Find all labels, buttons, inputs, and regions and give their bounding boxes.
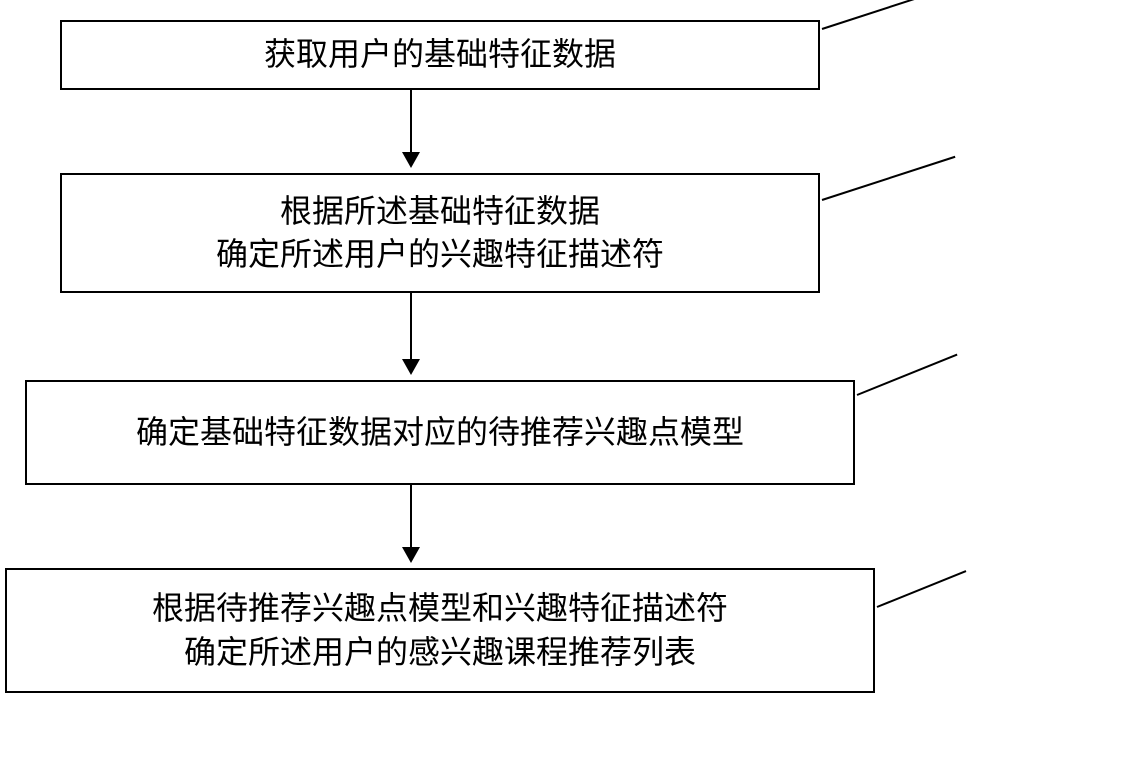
step-row: 根据待推荐兴趣点模型和兴趣特征描述符确定所述用户的感兴趣课程推荐列表S14 — [60, 568, 1070, 693]
arrow-row — [60, 485, 1070, 568]
step-row: 根据所述基础特征数据确定所述用户的兴趣特征描述符S12 — [60, 173, 1070, 293]
step-text-line: 获取用户的基础特征数据 — [264, 33, 616, 76]
step-box-s13: 确定基础特征数据对应的待推荐兴趣点模型 — [25, 380, 855, 485]
step-text-line: 根据待推荐兴趣点模型和兴趣特征描述符 — [152, 587, 728, 630]
flow-arrow — [400, 485, 422, 563]
lead-line — [877, 570, 967, 608]
flow-arrow — [400, 90, 422, 168]
step-box-s14: 根据待推荐兴趣点模型和兴趣特征描述符确定所述用户的感兴趣课程推荐列表 — [5, 568, 875, 693]
step-text-line: 确定所述用户的感兴趣课程推荐列表 — [184, 631, 696, 674]
arrow-row — [60, 293, 1070, 380]
lead-line — [822, 0, 956, 30]
step-box-s11: 获取用户的基础特征数据 — [60, 20, 820, 90]
arrow-row — [60, 90, 1070, 173]
step-row: 确定基础特征数据对应的待推荐兴趣点模型S13 — [60, 380, 1070, 485]
flow-arrow — [400, 293, 422, 375]
flowchart-container: 获取用户的基础特征数据S11 根据所述基础特征数据确定所述用户的兴趣特征描述符S1… — [60, 20, 1070, 693]
step-text-line: 确定所述用户的兴趣特征描述符 — [216, 233, 664, 276]
step-row: 获取用户的基础特征数据S11 — [60, 20, 1070, 90]
step-text-line: 确定基础特征数据对应的待推荐兴趣点模型 — [136, 411, 744, 454]
step-text-line: 根据所述基础特征数据 — [280, 190, 600, 233]
step-box-s12: 根据所述基础特征数据确定所述用户的兴趣特征描述符 — [60, 173, 820, 293]
